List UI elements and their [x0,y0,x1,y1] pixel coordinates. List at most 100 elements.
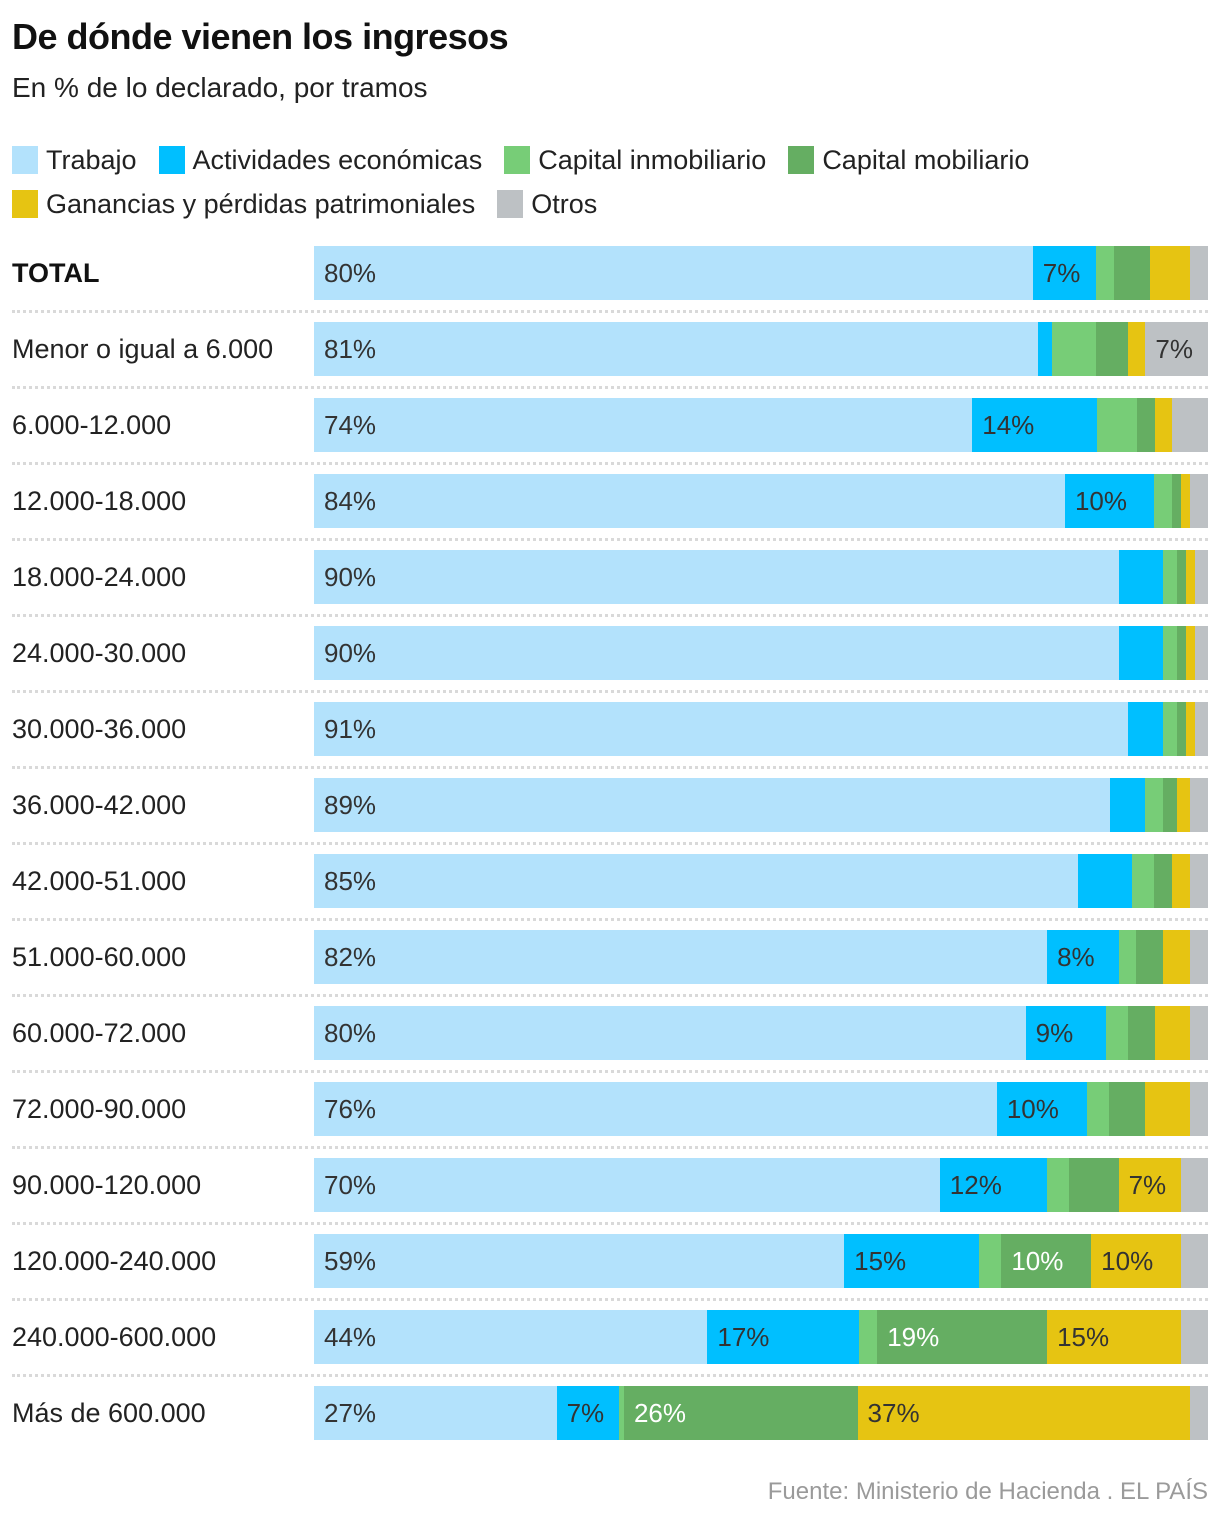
bar-segment-capital-mobiliario [1176,702,1186,756]
bar-segment-capital-inmobiliario [1096,398,1137,452]
category-label: 120.000-240.000 [12,1246,217,1276]
bar-segment-trabajo: 59% [314,1234,845,1288]
bar-segment-trabajo: 82% [314,930,1048,984]
bar-segment-otros [1190,778,1208,832]
data-label: 80% [324,1018,377,1048]
category-label: 6.000-12.000 [12,410,172,440]
bar-segment-capital-mobiliario [1136,398,1155,452]
bar-segment-trabajo: 90% [314,550,1119,604]
bar-segment-otros [1194,626,1208,680]
bar-segment-capital-inmobiliario [859,1310,878,1364]
bar-segment-capital-mobiliario [1154,854,1173,908]
bar-segment-trabajo: 44% [314,1310,708,1364]
row-separator [12,538,1208,541]
legend-label: Actividades económicas [192,144,483,175]
bar-row-42-000-51-000: 85% [314,854,1208,908]
bar-segment-actividades-economicas: 15% [844,1234,979,1288]
category-label: 240.000-600.000 [12,1322,217,1352]
data-label: 7% [566,1398,605,1428]
bar-segment-capital-inmobiliario [619,1386,624,1440]
bar-segment-ganancias-y-perdidas-patrimoniales [1185,550,1195,604]
legend-item-actividades-economicas: Actividades económicas [158,144,483,176]
bar-segment-actividades-economicas [1109,778,1146,832]
category-label: 24.000-30.000 [12,638,187,668]
data-label: 89% [324,790,377,820]
data-label: 90% [324,638,377,668]
data-label: 7% [1042,258,1081,288]
data-label: 26% [633,1398,686,1428]
chart-title: De dónde vienen los ingresos [12,16,509,57]
legend-item-capital-inmobiliario: Capital inmobiliario [504,145,766,176]
legend-label: Ganancias y pérdidas patrimoniales [46,188,476,219]
bar-segment-capital-mobiliario [1113,246,1150,300]
bar-row-36-000-42-000: 89% [314,778,1208,832]
data-label: 59% [324,1246,377,1276]
row-separator [12,690,1208,693]
bar-segment-trabajo: 70% [314,1158,940,1212]
bar-segment-otros [1181,1234,1208,1288]
bar-segment-otros [1190,854,1208,908]
bar-segment-ganancias-y-perdidas-patrimoniales: 10% [1091,1234,1182,1288]
legend-row-2: Ganancias y pérdidas patrimoniales Otros [12,182,1212,226]
bar-segment-trabajo: 74% [314,398,973,452]
bar-segment-capital-inmobiliario [1105,1006,1128,1060]
data-label: 17% [717,1322,770,1352]
bar-segment-ganancias-y-perdidas-patrimoniales [1181,474,1191,528]
bar-segment-capital-mobiliario [1096,322,1128,376]
bar-segment-capital-mobiliario [1127,1006,1155,1060]
bar-segment-capital-mobiliario [1163,778,1177,832]
data-label: 14% [982,410,1035,440]
bar-segment-otros [1189,1386,1208,1440]
data-label: 81% [324,334,377,364]
row-separator [12,386,1208,389]
legend-item-trabajo: Trabajo [12,145,137,176]
legend-item-otros: Otros [497,189,597,220]
bar-segment-capital-inmobiliario [1095,246,1114,300]
data-label: 10% [1011,1246,1064,1276]
bar-segment-capital-inmobiliario [1131,854,1155,908]
row-separator [12,1298,1208,1301]
bar-segment-trabajo: 84% [314,474,1065,528]
row-separator [12,614,1208,617]
bar-segment-actividades-economicas: 10% [1064,474,1155,528]
bar-segment-ganancias-y-perdidas-patrimoniales [1145,1082,1190,1136]
bar-segment-capital-inmobiliario [1154,474,1173,528]
bar-segment-capital-inmobiliario [1163,550,1177,604]
row-separator [12,1222,1208,1225]
legend-label: Capital mobiliario [822,144,1030,175]
category-label: Más de 600.000 [12,1398,206,1428]
bar-row-72-000-90-000: 76% 10% [314,1082,1208,1136]
bar-segment-capital-mobiliario [1136,930,1164,984]
bar-segment-capital-mobiliario [1176,550,1186,604]
category-label: TOTAL [12,258,100,288]
row-separator [12,462,1208,465]
bar-row-6-000-12-000: 74% 14% [314,398,1208,452]
bar-segment-otros [1181,1158,1208,1212]
bar-segment-capital-inmobiliario [1163,626,1177,680]
source-credit: Fuente: Ministerio de Hacienda . EL PAÍS [767,1478,1208,1505]
bar-row-12-000-18-000: 84% 10% [314,474,1208,528]
bar-segment-trabajo: 27% [314,1386,557,1440]
bar-segment-actividades-economicas: 12% [939,1158,1048,1212]
bar-segment-otros [1194,550,1208,604]
data-label: 80% [324,258,377,288]
bar-segment-capital-inmobiliario [1163,702,1177,756]
bar-segment-otros: 7% [1145,322,1208,376]
bar-segment-actividades-economicas [1038,322,1052,376]
legend-label: Otros [531,188,598,219]
data-label: 44% [324,1322,377,1352]
bar-segment-capital-mobiliario [1172,474,1182,528]
bar-segment-actividades-economicas: 9% [1025,1006,1106,1060]
bar-row-total: 80% 7% [314,246,1208,300]
legend-item-ganancias-perdidas: Ganancias y pérdidas patrimoniales [12,189,475,220]
row-separator [12,766,1208,769]
data-label: 84% [324,486,377,516]
legend-row-1: Trabajo Actividades económicas Capital i… [12,138,1212,182]
legend-swatch [12,190,38,218]
bar-row-30-000-36-000: 91% [314,702,1208,756]
bar-segment-capital-mobiliario [1069,1158,1119,1212]
bar-segment-otros [1190,474,1208,528]
bar-segment-actividades-economicas: 7% [556,1386,620,1440]
bar-segment-ganancias-y-perdidas-patrimoniales [1172,854,1190,908]
